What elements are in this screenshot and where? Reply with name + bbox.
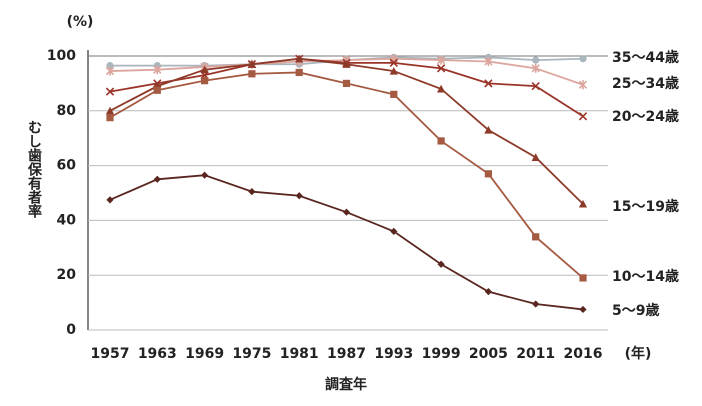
x-tick-label: 2005 <box>469 346 508 362</box>
x-unit: (年) <box>625 345 652 362</box>
marker <box>436 55 446 65</box>
y-tick-label: 80 <box>57 103 77 119</box>
y-tick-label: 60 <box>57 158 77 174</box>
marker <box>437 84 446 93</box>
marker <box>484 56 493 67</box>
y-unit: (%) <box>67 14 94 30</box>
marker <box>579 305 587 314</box>
marker <box>578 80 588 90</box>
marker <box>579 274 587 282</box>
marker <box>578 112 588 121</box>
marker <box>247 60 256 68</box>
marker <box>248 70 256 78</box>
y-tick-label: 100 <box>47 48 76 64</box>
marker <box>389 66 398 75</box>
marker <box>201 171 209 179</box>
marker <box>295 54 304 63</box>
marker <box>531 153 540 161</box>
marker <box>105 87 115 96</box>
x-tick-label: 2011 <box>516 346 555 362</box>
legend-label: 25〜34歳 <box>612 75 679 92</box>
marker <box>532 233 540 241</box>
marker <box>105 106 115 115</box>
marker <box>532 300 540 308</box>
marker <box>295 192 303 200</box>
x-tick-label: 1987 <box>327 346 366 362</box>
marker <box>531 81 540 91</box>
marker <box>105 66 115 76</box>
marker <box>153 175 161 183</box>
series-line <box>109 174 584 311</box>
x-tick-label: 1981 <box>280 346 319 362</box>
marker <box>484 288 492 296</box>
marker <box>106 61 114 70</box>
marker <box>436 64 446 73</box>
legend-label: 15〜19歳 <box>612 198 679 215</box>
marker <box>437 260 445 268</box>
series-line <box>109 71 584 279</box>
marker <box>342 208 351 216</box>
x-tick-label: 1957 <box>91 346 130 362</box>
y-tick-label: 20 <box>57 267 77 283</box>
y-tick-label: 40 <box>57 212 77 228</box>
marker <box>390 90 398 98</box>
marker <box>484 79 493 88</box>
marker <box>390 227 398 235</box>
marker <box>484 125 493 134</box>
x-tick-label: 2016 <box>564 346 603 362</box>
marker <box>579 55 587 63</box>
marker <box>153 86 161 94</box>
legend-label: 20〜24歳 <box>612 108 679 125</box>
legend-label: 35〜44歳 <box>612 49 679 66</box>
marker <box>342 79 351 87</box>
marker <box>532 56 540 64</box>
marker <box>106 196 114 204</box>
marker <box>200 65 209 74</box>
marker <box>484 170 492 178</box>
marker <box>295 68 303 77</box>
marker <box>389 58 398 68</box>
x-axis-title: 調査年 <box>325 376 367 393</box>
marker <box>437 137 445 145</box>
marker <box>248 188 256 196</box>
marker <box>531 63 540 73</box>
marker <box>342 60 351 68</box>
marker <box>153 65 162 75</box>
x-tick-label: 1969 <box>185 346 224 362</box>
y-axis-title: むし歯保有者率 <box>26 120 43 219</box>
legend-label: 5〜9歳 <box>612 302 659 319</box>
marker <box>578 199 588 208</box>
legend-label: 10〜14歳 <box>612 268 679 285</box>
x-tick-label: 1999 <box>422 346 461 362</box>
y-tick-label: 0 <box>66 322 76 338</box>
marker <box>106 114 114 122</box>
x-tick-label: 1975 <box>232 346 271 362</box>
x-tick-label: 1993 <box>374 346 413 362</box>
x-tick-label: 1963 <box>138 346 177 362</box>
marker <box>201 77 209 85</box>
